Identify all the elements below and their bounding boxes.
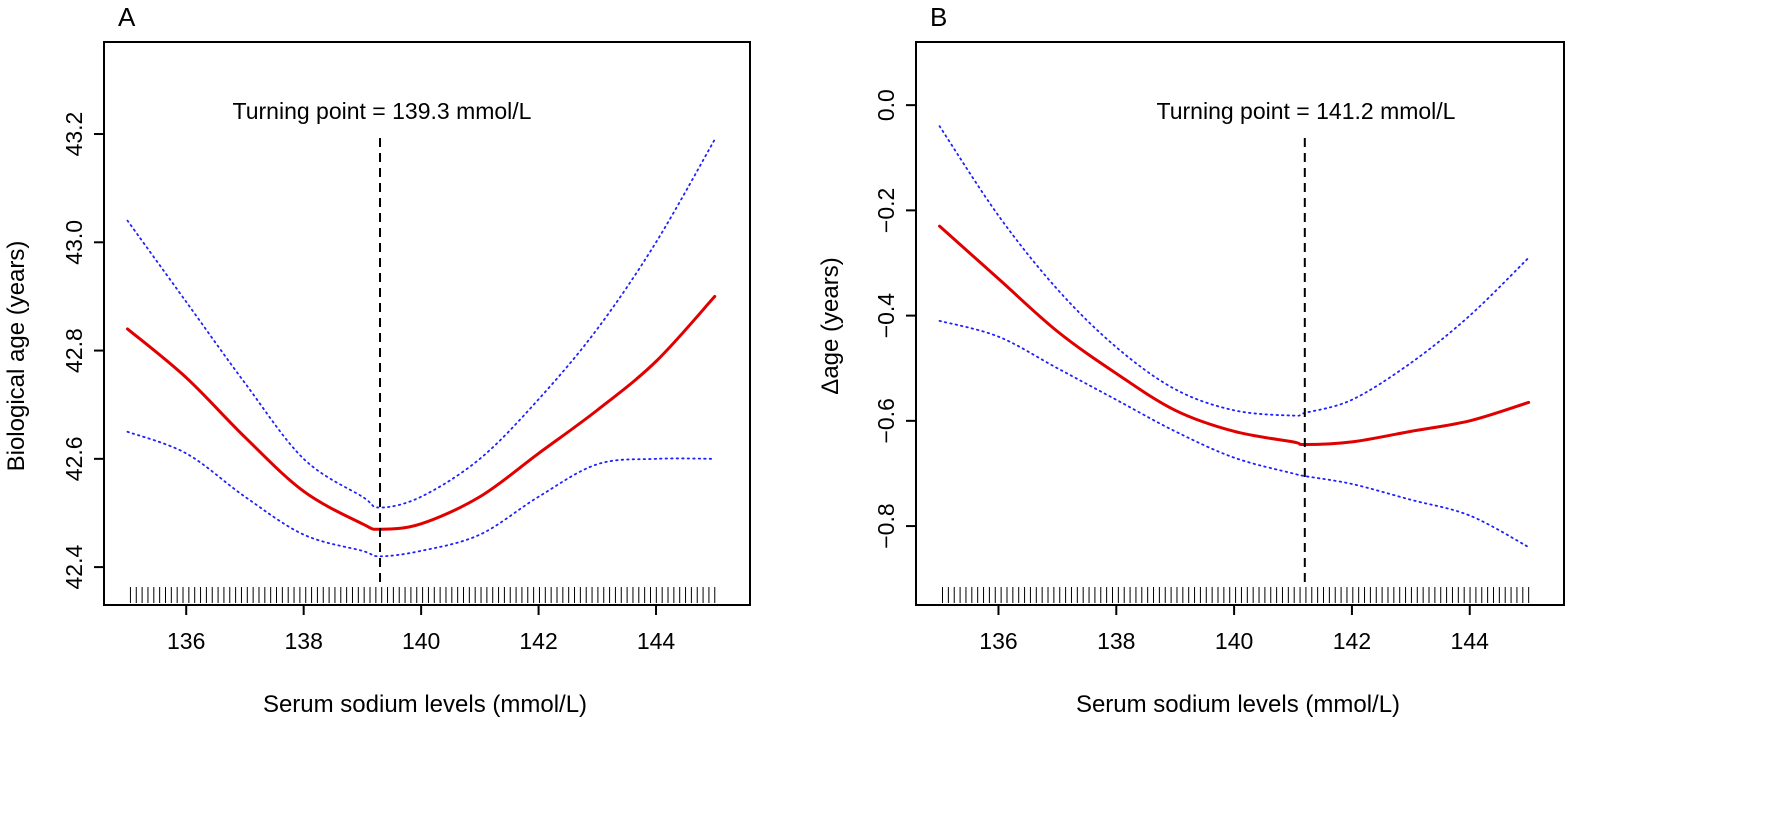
- panel-a-x-axis-title: Serum sodium levels (mmol/L): [263, 691, 587, 718]
- panel-a-x-tick-label: 144: [637, 628, 676, 654]
- panel-a-x-tick-label: 142: [519, 628, 557, 654]
- panel-b-x-tick-label: 136: [979, 628, 1017, 654]
- panel-b-series-upper-95-ci: [938, 125, 1530, 417]
- panel-a-plot-frame: [103, 41, 751, 606]
- panel-b-x-axis: 136 138 140 142 144: [979, 605, 1489, 654]
- panel-b-x-axis-title: Serum sodium levels (mmol/L): [1076, 691, 1400, 718]
- panel-b-y-tick-label: −0.4: [873, 293, 899, 339]
- panel-a: A 136 138 140 142 144 42.4 42.6 42.8 43.0 43.2 T…: [3, 2, 751, 718]
- panel-a-label: A: [118, 2, 136, 32]
- panel-a-rug: [129, 587, 716, 603]
- panel-b-x-tick-label: 140: [1215, 628, 1253, 654]
- panel-b-x-tick-label: 144: [1451, 628, 1490, 654]
- panel-b-y-tick-label: 0.0: [873, 89, 899, 121]
- panel-a-x-tick-label: 136: [167, 628, 205, 654]
- panel-b-turning-point-annotation: Turning point = 141.2 mmol/L: [1157, 98, 1456, 124]
- panel-a-y-tick-label: 42.6: [61, 436, 87, 481]
- panel-a-series-lower-95-ci: [126, 430, 716, 558]
- panel-b: B 136 138 140 142 144 −0.8 −0.6 −0.4 −0.2 0.0 Tu…: [817, 2, 1565, 718]
- panel-a-y-tick-label: 42.8: [61, 328, 87, 373]
- panel-b-rug: [942, 587, 1530, 603]
- panel-b-label: B: [930, 2, 947, 32]
- panel-b-series-layer: [938, 125, 1531, 549]
- panel-b-y-tick-label: −0.8: [873, 503, 899, 548]
- panel-b-y-tick-label: −0.6: [873, 398, 899, 443]
- panel-a-series-layer: [125, 138, 717, 558]
- panel-a-x-tick-label: 140: [402, 628, 440, 654]
- panel-a-y-axis: 42.4 42.6 42.8 43.0 43.2: [61, 112, 104, 590]
- panel-b-y-tick-label: −0.2: [873, 188, 899, 233]
- panel-a-x-axis: 136 138 140 142 144: [167, 605, 675, 654]
- panel-b-series-estimate: [938, 224, 1531, 447]
- panel-a-series-estimate: [125, 294, 717, 531]
- panel-a-y-axis-title: Biological age (years): [3, 241, 30, 472]
- panel-b-y-axis: −0.8 −0.6 −0.4 −0.2 0.0: [873, 89, 916, 549]
- panel-a-y-tick-label: 42.4: [61, 545, 87, 590]
- panel-b-plot-frame: [915, 41, 1565, 606]
- panel-b-series-lower-95-ci: [938, 319, 1530, 549]
- panel-a-turning-point-annotation: Turning point = 139.3 mmol/L: [233, 98, 532, 124]
- panel-a-x-tick-label: 138: [284, 628, 322, 654]
- panel-b-x-tick-label: 142: [1333, 628, 1371, 654]
- panel-a-series-upper-95-ci: [126, 138, 716, 509]
- panel-a-y-tick-label: 43.0: [61, 220, 87, 265]
- panel-b-y-axis-title: Δage (years): [817, 257, 844, 394]
- panel-b-x-tick-label: 138: [1097, 628, 1135, 654]
- panel-a-y-tick-label: 43.2: [61, 112, 87, 157]
